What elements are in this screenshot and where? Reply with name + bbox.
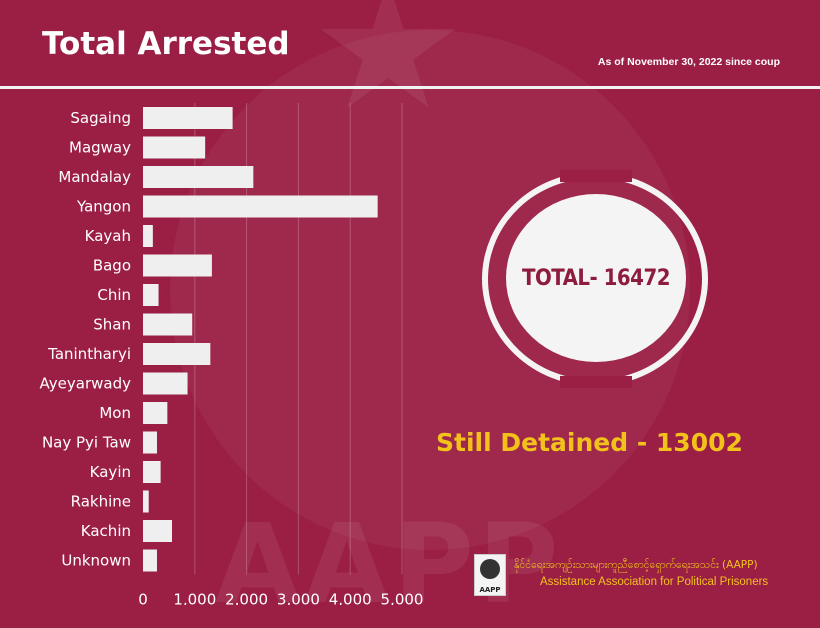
- category-label: Magway: [69, 139, 131, 157]
- category-label: Bago: [93, 257, 131, 275]
- category-label: Sagaing: [70, 109, 131, 127]
- category-label: Kayin: [90, 463, 131, 481]
- page-title: Total Arrested: [42, 26, 290, 62]
- x-tick-label: 2,000: [225, 591, 268, 606]
- x-tick-label: 1,000: [173, 591, 216, 606]
- bar-unknown: [143, 549, 157, 572]
- still-detained-label: Still Detained - 13002: [436, 428, 743, 457]
- bar-kayah: [143, 225, 153, 247]
- category-label: Yangon: [76, 198, 131, 216]
- bar-ayeyarwady: [143, 372, 188, 395]
- title-divider: [0, 86, 820, 89]
- date-note: As of November 30, 2022 since coup: [597, 56, 780, 68]
- bar-mandalay: [143, 166, 254, 188]
- logo-text: AAPP: [479, 586, 501, 594]
- bar-magway: [143, 136, 206, 159]
- bar-tanintharyi: [143, 343, 211, 365]
- category-label: Mandalay: [58, 168, 131, 186]
- total-ring-gap-top: [560, 170, 632, 182]
- arrested-by-region-chart: Sagaing Magway Mandalay Yangon Kayah Bago Chin…: [40, 103, 423, 606]
- bar-rakhine: [143, 490, 149, 513]
- category-label: Nay Pyi Taw: [42, 434, 131, 452]
- category-label: Mon: [99, 404, 131, 422]
- category-label: Kayah: [85, 227, 131, 245]
- aapp-logo: AAPP: [474, 554, 506, 596]
- bar-chin: [143, 284, 159, 306]
- category-label: Unknown: [61, 552, 131, 570]
- logo-emblem-icon: [480, 559, 500, 579]
- bar-bago: [143, 254, 212, 277]
- x-tick-label: 0: [138, 591, 148, 606]
- x-tick-label: 3,000: [277, 591, 320, 606]
- label-layer: Sagaing Magway Mandalay Yangon Kayah Bago Chin…: [40, 109, 132, 570]
- bar-kayin: [143, 461, 161, 483]
- org-name-local: နိုင်ငံရေးအကျဉ်းသားများကူညီစောင့်ရှောက်ရ…: [514, 559, 758, 571]
- category-label: Ayeyarwady: [40, 375, 132, 393]
- category-label: Tanintharyi: [47, 345, 131, 363]
- x-tick-label: 5,000: [381, 591, 424, 606]
- x-tick-label: 4,000: [329, 591, 372, 606]
- bar-nay-pyi-taw: [143, 431, 157, 454]
- bar-sagaing: [143, 107, 233, 129]
- category-label: Kachin: [81, 522, 131, 540]
- bar-yangon: [143, 195, 378, 218]
- category-label: Chin: [97, 286, 131, 304]
- org-name-english: Assistance Association for Political Pri…: [540, 576, 769, 588]
- category-label: Rakhine: [71, 493, 131, 511]
- bar-mon: [143, 402, 168, 424]
- bar-shan: [143, 313, 193, 336]
- total-badge: TOTAL- 16472: [506, 194, 686, 362]
- bar-kachin: [143, 520, 173, 542]
- total-label: TOTAL- 16472: [521, 265, 671, 291]
- tick-layer: 0 1,000 2,000 3,000 4,000 5,000: [138, 591, 423, 606]
- bar-layer: [143, 107, 378, 572]
- total-ring-gap-bottom: [560, 376, 632, 388]
- category-label: Shan: [93, 316, 131, 334]
